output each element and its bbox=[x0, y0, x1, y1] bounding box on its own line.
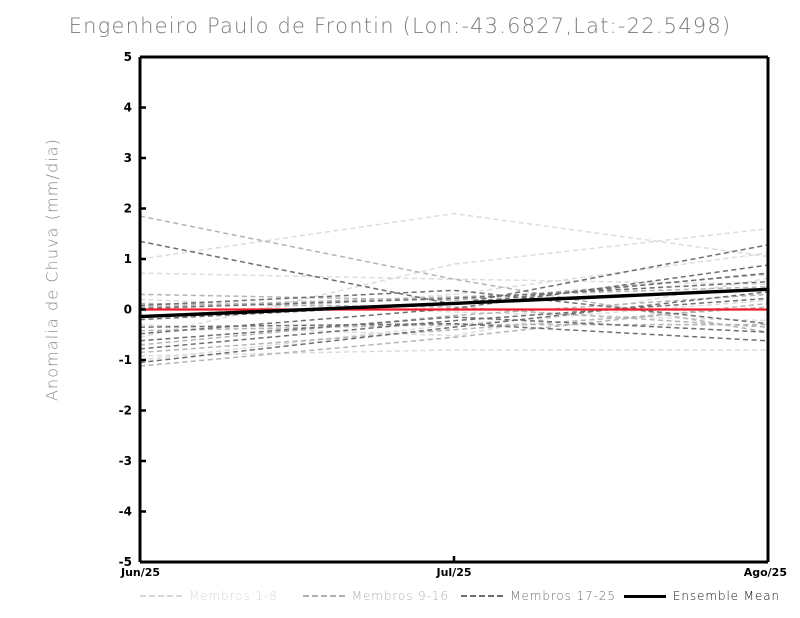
series-line bbox=[139, 240, 769, 306]
y-axis-tick-label: -4 bbox=[119, 505, 132, 519]
y-axis-tick-label: 4 bbox=[124, 101, 132, 115]
y-axis-tick-label: 5 bbox=[124, 50, 132, 64]
legend-swatch-membros-1-8 bbox=[140, 595, 182, 597]
y-axis-tick-label: 0 bbox=[124, 303, 132, 317]
ensemble-mean-line bbox=[138, 287, 770, 319]
ensemble-mean-layer bbox=[138, 287, 770, 319]
legend-label-membros-1-8: Membros 1-8 bbox=[189, 589, 278, 603]
series-line bbox=[139, 289, 769, 325]
y-axis-tick-label: 1 bbox=[124, 252, 132, 266]
x-axis-tick-label: Jun/25 bbox=[120, 566, 160, 579]
legend-item-membros-1-8[interactable]: Membros 1-8 bbox=[140, 589, 303, 603]
y-axis-tick-label: -1 bbox=[119, 353, 132, 367]
series-line bbox=[139, 299, 769, 361]
y-axis-tick-label: -3 bbox=[119, 454, 132, 468]
series-line bbox=[139, 302, 769, 367]
tick-label-layer: -5 -4 -3 -2 -1 0 1 2 3 4 5 Jun/25 Jul/25 Ago/25 bbox=[119, 50, 787, 579]
y-axis-tick-label: -2 bbox=[119, 404, 132, 418]
x-axis-tick-label: Jul/25 bbox=[435, 566, 471, 579]
legend-item-membros-9-16[interactable]: Membros 9-16 bbox=[302, 589, 461, 603]
series-line bbox=[139, 273, 769, 302]
legend: Membros 1-8 Membros 9-16 Membros 17-25 E… bbox=[140, 586, 780, 606]
series-line bbox=[139, 293, 769, 346]
legend-item-membros-17-25[interactable]: Membros 17-25 bbox=[461, 589, 624, 603]
series-line bbox=[139, 349, 768, 357]
legend-label-ensemble-mean: Ensemble Mean bbox=[672, 589, 780, 603]
series-line bbox=[139, 291, 769, 364]
y-axis-tick-label: 3 bbox=[124, 151, 132, 165]
series-layer bbox=[139, 212, 769, 367]
x-axis-tick-label: Ago/25 bbox=[744, 566, 787, 579]
legend-swatch-ensemble-mean bbox=[623, 594, 666, 598]
series-line bbox=[139, 297, 769, 350]
series-line bbox=[139, 280, 769, 310]
y-axis-tick-label: -5 bbox=[119, 555, 132, 569]
page-title: Engenheiro Paulo de Frontin (Lon:-43.682… bbox=[68, 14, 732, 38]
legend-label-membros-9-16: Membros 9-16 bbox=[351, 589, 449, 603]
series-line bbox=[139, 323, 768, 332]
legend-item-ensemble-mean[interactable]: Ensemble Mean bbox=[623, 589, 780, 603]
series-line bbox=[139, 212, 769, 260]
series-line bbox=[139, 286, 769, 308]
legend-swatch-membros-17-25 bbox=[461, 595, 504, 597]
series-line bbox=[139, 316, 769, 342]
legend-label-membros-17-25: Membros 17-25 bbox=[510, 589, 616, 603]
y-axis-tick-label: 2 bbox=[124, 202, 132, 216]
series-line bbox=[139, 215, 769, 333]
series-line bbox=[139, 306, 769, 354]
series-line bbox=[139, 272, 769, 321]
series-line bbox=[139, 272, 769, 285]
legend-swatch-membros-9-16 bbox=[302, 595, 345, 597]
